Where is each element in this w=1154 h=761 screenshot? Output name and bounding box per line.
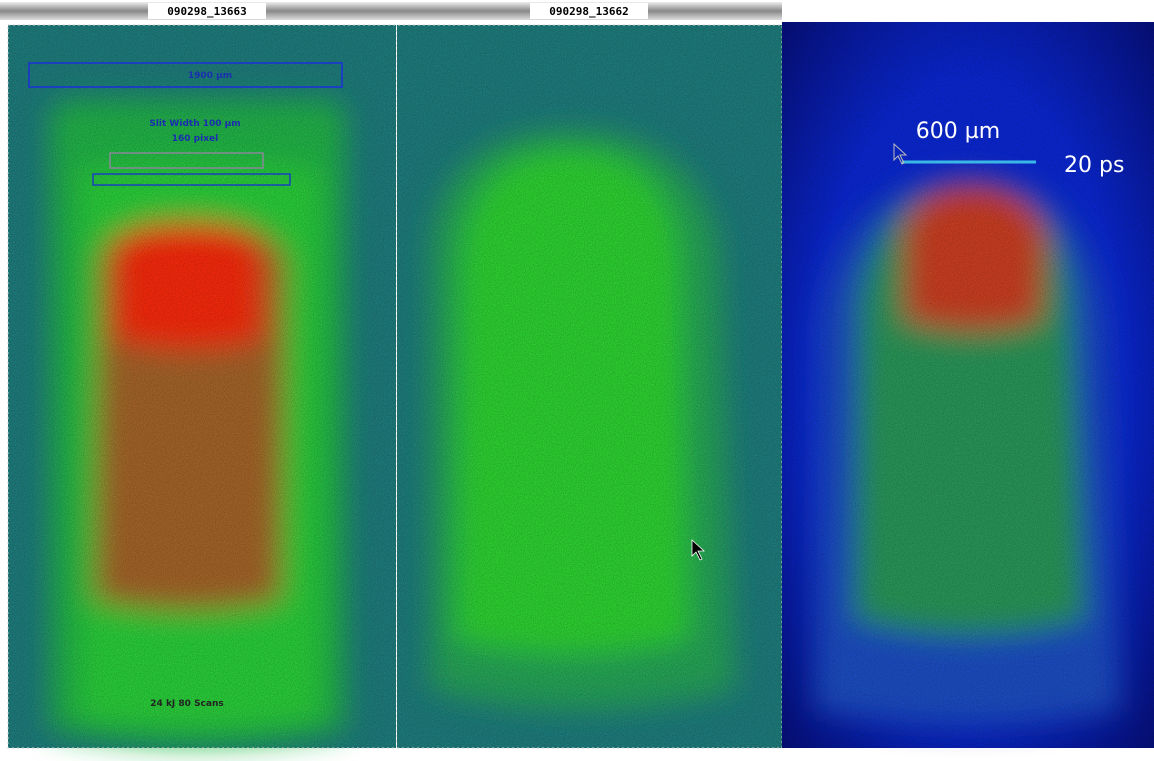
slit-box [109, 152, 264, 169]
slit-label: Slit Width 100 µm [149, 119, 240, 129]
title-box [530, 3, 648, 19]
time-label: 20 ps [1064, 153, 1124, 178]
pixel-label: 160 pixel [172, 134, 218, 144]
scale-label: 600 µm [916, 119, 1000, 144]
pixel-box [92, 173, 291, 186]
window-title: 090298_13662 [549, 5, 628, 18]
cursor [893, 142, 908, 165]
noise [782, 22, 1154, 748]
title-bar[interactable] [0, 2, 782, 20]
window-title: 090298_13663 [167, 5, 246, 18]
title-box [148, 3, 266, 19]
noise [397, 25, 782, 748]
cursor [691, 539, 706, 561]
scale-label: 1900 µm [188, 71, 232, 81]
noise [8, 25, 396, 748]
scale-box [28, 62, 343, 88]
energy-label: 24 kJ 80 Scans [150, 699, 223, 709]
